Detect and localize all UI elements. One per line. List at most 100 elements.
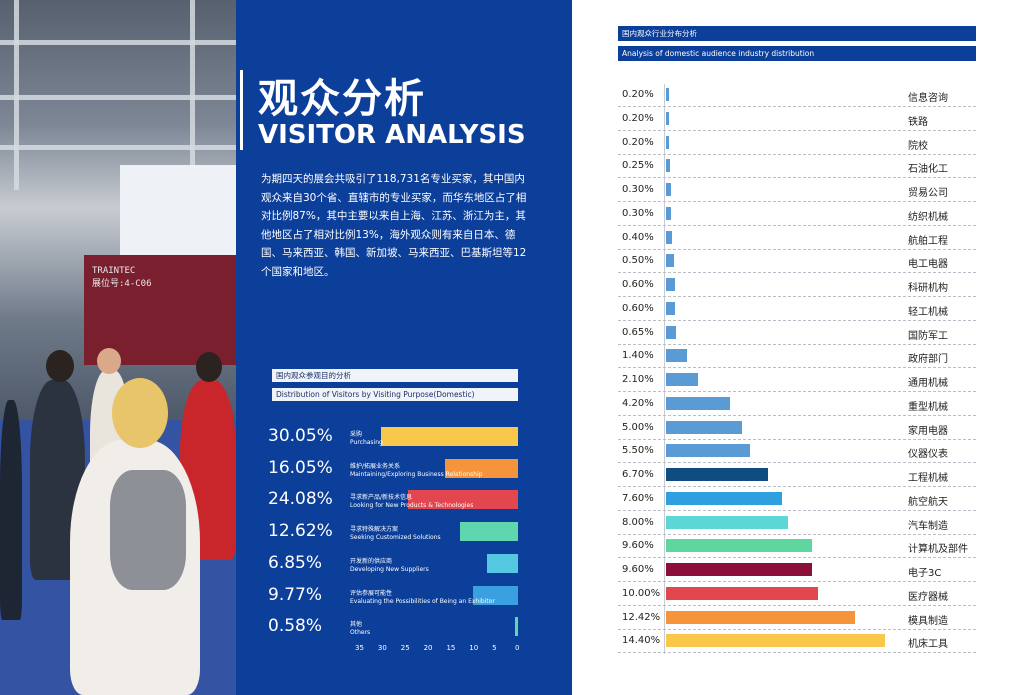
industry-category-label: 纺织机械 [908, 211, 948, 223]
industry-category-label: 医疗器械 [908, 591, 948, 603]
industry-value-label: 0.50% [622, 255, 654, 267]
truss-post [190, 0, 195, 190]
purpose-category-label: 维护/拓展业务关系 Maintaining/Exploring Business … [350, 463, 482, 479]
industry-category-label: 院校 [908, 140, 928, 152]
industry-row-divider [618, 486, 976, 487]
industry-bar [666, 468, 768, 481]
purpose-category-cn: 寻求特殊解决方案 [350, 526, 399, 534]
industry-value-label: 0.20% [622, 136, 654, 148]
purpose-bar [515, 617, 518, 637]
industry-row-divider [618, 533, 976, 535]
purpose-chart-title-en: Distribution of Visitors by Visiting Pur… [272, 388, 518, 401]
purpose-tick-label: 20 [423, 644, 433, 652]
industry-category-label: 模具制造 [908, 615, 948, 627]
industry-category-label: 汽车制造 [908, 520, 948, 532]
industry-value-label: 10.00% [622, 587, 661, 599]
industry-bar [666, 230, 673, 244]
industry-value-label: 0.30% [622, 207, 654, 219]
purpose-tick-label: 15 [446, 644, 456, 652]
purpose-category-en: Maintaining/Exploring Business Relations… [350, 470, 483, 478]
industry-bar [666, 301, 676, 315]
purpose-value-label: 24.08% [268, 489, 333, 510]
industry-bar [666, 349, 688, 363]
page-title-cn: 观众分析 [258, 76, 426, 122]
industry-value-label: 9.60% [622, 564, 654, 575]
purpose-category-en: Seeking Customized Solutions [350, 534, 441, 542]
purpose-chart-title-cn: 国内观众参观目的分析 [272, 369, 518, 382]
purpose-category-cn: 其他 [350, 621, 363, 629]
industry-row-divider [618, 414, 976, 416]
purpose-category-en: Looking for New Products & Technologies [350, 502, 474, 510]
industry-row-divider [618, 628, 976, 630]
industry-axis-line [664, 84, 665, 654]
industry-value-label: 0.60% [622, 302, 654, 314]
industry-value-label: 0.25% [622, 160, 654, 172]
industry-category-label: 科研机构 [908, 283, 948, 294]
industry-row-divider [618, 652, 976, 654]
purpose-tick-label: 0 [515, 644, 520, 652]
industry-row-divider [618, 438, 976, 440]
industry-category-label: 机床工具 [908, 639, 948, 651]
purpose-category-cn: 开发新的供应商 [350, 557, 393, 565]
industry-bar [666, 183, 671, 196]
industry-bar [666, 539, 812, 553]
industry-category-label: 电子3C [908, 568, 942, 579]
industry-row-divider [618, 604, 976, 606]
industry-category-label: 政府部门 [908, 354, 948, 366]
industry-value-label: 0.65% [622, 326, 654, 338]
exhibition-photo: TRAINTEC 展位号:4-C06 [0, 0, 236, 695]
industry-category-label: 计算机及部件 [908, 544, 968, 556]
industry-row-divider [618, 224, 976, 226]
booth-number: 展位号:4-C06 [92, 279, 152, 289]
industry-bar [666, 491, 782, 505]
industry-value-label: 12.42% [622, 611, 661, 623]
industry-row-divider [618, 296, 976, 297]
industry-row-divider [618, 106, 976, 107]
truss-beam [0, 145, 236, 150]
industry-value-label: 8.00% [622, 516, 654, 528]
industry-category-label: 铁路 [908, 116, 928, 128]
industry-bar [666, 586, 818, 600]
purpose-category-cn: 评估参展可能性 [350, 589, 393, 597]
industry-row-divider [618, 581, 976, 582]
industry-row-divider [618, 343, 976, 345]
industry-bar [666, 610, 855, 624]
industry-value-label: 6.70% [622, 469, 654, 480]
visitor-head [46, 350, 74, 382]
industry-bar [666, 325, 676, 339]
purpose-value-label: 9.77% [268, 584, 323, 605]
purpose-category-en: Developing New Suppliers [350, 565, 429, 573]
purpose-bar [473, 585, 518, 605]
industry-value-label: 2.10% [622, 374, 654, 385]
purpose-tick-label: 25 [400, 644, 410, 652]
purpose-tick-label: 35 [355, 644, 364, 652]
purpose-value-label: 0.58% [268, 616, 323, 637]
title-accent-line [240, 70, 243, 150]
industry-row-divider [618, 272, 976, 274]
industry-bar [666, 634, 885, 648]
industry-value-label: 9.60% [622, 540, 654, 552]
industry-category-label: 轻工机械 [908, 306, 948, 318]
truss-beam [0, 95, 236, 100]
industry-value-label: 0.20% [622, 89, 654, 100]
purpose-category-cn: 维护/拓展业务关系 [350, 462, 401, 470]
industry-category-label: 电工电器 [908, 259, 948, 271]
truss-post [14, 0, 19, 190]
industry-category-label: 重型机械 [908, 401, 948, 413]
purpose-category-en: Others [350, 629, 371, 637]
truss-beam [0, 40, 236, 45]
industry-chart-title-en: Analysis of domestic audience industry d… [618, 46, 976, 61]
industry-value-label: 14.40% [622, 635, 661, 647]
backpack [110, 470, 186, 590]
purpose-category-cn: 采购 [350, 431, 363, 438]
industry-bar [666, 396, 730, 410]
industry-bar [666, 420, 742, 434]
booth-sign-text: TRAINTEC 展位号:4-C06 [92, 266, 152, 289]
industry-category-label: 信息咨询 [908, 93, 948, 104]
purpose-value-label: 16.05% [268, 457, 333, 478]
page-title-en: VISITOR ANALYSIS [258, 120, 526, 150]
purpose-value-label: 6.85% [268, 552, 323, 573]
industry-bar [666, 135, 670, 149]
purpose-value-label: 30.05% [268, 426, 333, 446]
industry-value-label: 0.30% [622, 184, 654, 195]
